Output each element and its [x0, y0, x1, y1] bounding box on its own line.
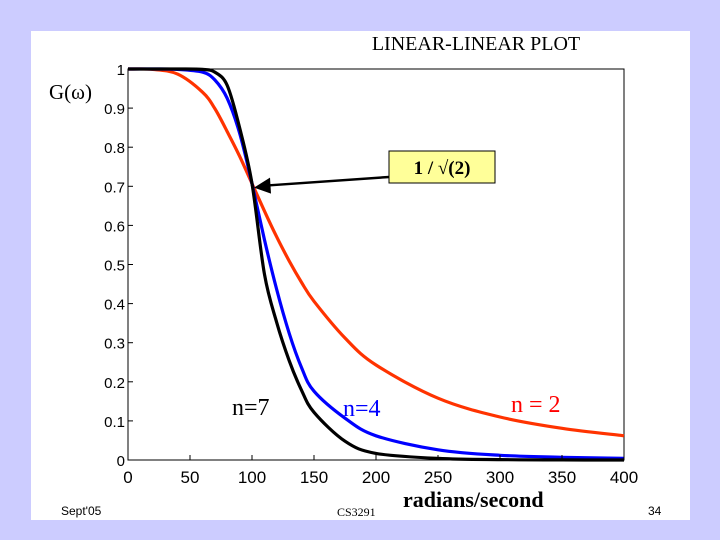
x-tick-label: 0: [123, 468, 132, 487]
x-tick-label: 100: [238, 468, 266, 487]
series-label-n7: n=7: [232, 395, 270, 421]
y-tick-label: 0.6: [104, 218, 125, 235]
series-label-n4: n=4: [343, 396, 381, 422]
footer-course: CS3291: [337, 505, 376, 519]
y-tick-label: 0.5: [104, 258, 125, 275]
chart-title: LINEAR-LINEAR PLOT: [372, 33, 580, 55]
x-tick-label: 300: [486, 468, 514, 487]
x-tick-label: 250: [424, 468, 452, 487]
annotation-arrow-head: [254, 177, 271, 194]
series-label-n2: n = 2: [511, 392, 561, 418]
ticks-layer: 0 50 100 150 200 250 300 350 400 0 0.1 0.2 0.3 0.4 0.5…: [104, 62, 638, 487]
y-tick-label: 0.9: [104, 101, 125, 118]
x-tick-label: 50: [181, 468, 200, 487]
slide: 0 50 100 150 200 250 300 350 400 0 0.1 0.2 0.3 0.4 0.5…: [31, 31, 690, 520]
chart: 0 50 100 150 200 250 300 350 400 0 0.1 0.2 0.3 0.4 0.5…: [49, 33, 638, 512]
y-tick-label: 0.7: [104, 179, 125, 196]
y-tick-label: 0.2: [104, 375, 125, 392]
series-line-n2: [127, 67, 625, 438]
y-tick-label: 0.3: [104, 336, 125, 353]
footer-date: Sept'05: [61, 504, 102, 518]
y-tick-label: 0.1: [104, 414, 125, 431]
page-number: 34: [648, 504, 662, 518]
annotation-label: 1 / √(2): [414, 158, 471, 179]
labels-layer: LINEAR-LINEAR PLOT G(ω) radians/second n=7 n…: [49, 33, 580, 512]
y-tick-label: 0.4: [104, 297, 125, 314]
x-tick-label: 200: [362, 468, 390, 487]
x-axis-label: radians/second: [403, 487, 544, 512]
x-tick-label: 400: [610, 468, 638, 487]
x-tick-label: 150: [300, 468, 328, 487]
annotation-arrow-line: [265, 175, 390, 187]
x-tick-label: 350: [548, 468, 576, 487]
y-tick-label: 0: [117, 453, 125, 470]
y-axis-label: G(ω): [49, 80, 92, 104]
y-tick-label: 1: [117, 62, 125, 79]
series-line-n4: [127, 67, 625, 460]
y-tick-label: 0.8: [104, 140, 125, 157]
annotation-box: [388, 150, 496, 184]
